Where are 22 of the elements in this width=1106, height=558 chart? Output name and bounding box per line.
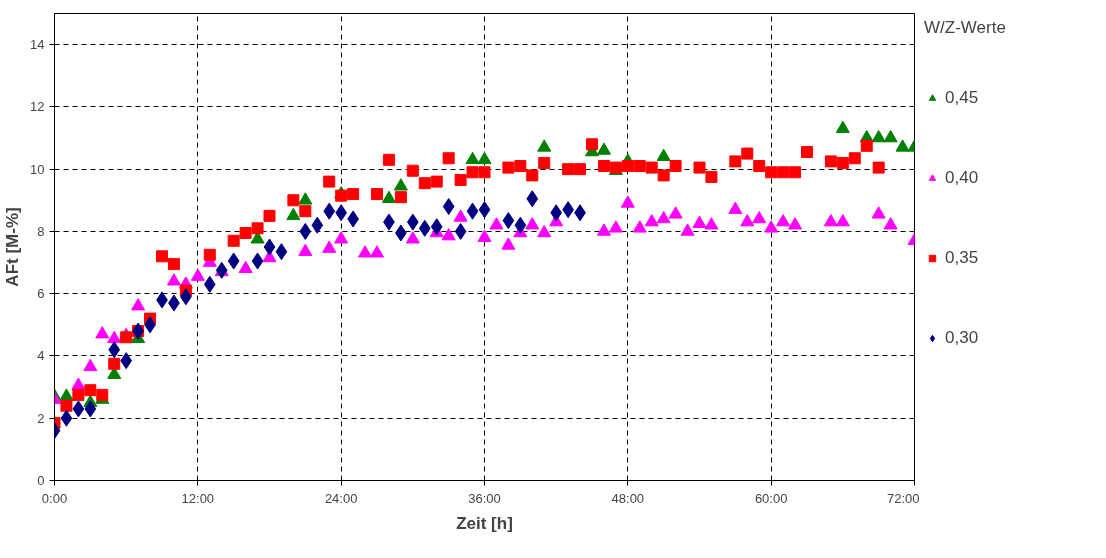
y-axis-title: AFt [M-%] [3, 207, 23, 287]
x-tick-label: 36:00 [468, 490, 501, 506]
legend-label: 0,30 [945, 328, 979, 348]
y-tick-label: 12 [30, 99, 45, 115]
y-tick-label: 14 [30, 37, 45, 53]
legend-label: 0,35 [945, 248, 979, 268]
x-tick-label: 24:00 [324, 490, 358, 506]
x-axis-title: Zeit [h] [456, 513, 513, 533]
x-tick-label: 48:00 [611, 490, 645, 506]
x-tick-label: 0:00 [41, 490, 68, 506]
x-tick-label: 60:00 [754, 490, 788, 506]
y-tick-label: 6 [37, 286, 45, 302]
y-tick-label: 4 [37, 348, 45, 364]
legend-label: 0,45 [945, 88, 979, 108]
x-tick-label: 72:00 [886, 490, 920, 506]
y-tick-label: 0 [37, 473, 45, 488]
y-tick-label: 8 [37, 223, 45, 239]
y-tick-label: 2 [37, 410, 45, 426]
legend-title: W/Z-Werte [924, 18, 1006, 38]
y-tick-label: 10 [30, 161, 45, 177]
legend-label: 0,40 [945, 168, 979, 188]
x-tick-label: 12:00 [181, 490, 215, 506]
